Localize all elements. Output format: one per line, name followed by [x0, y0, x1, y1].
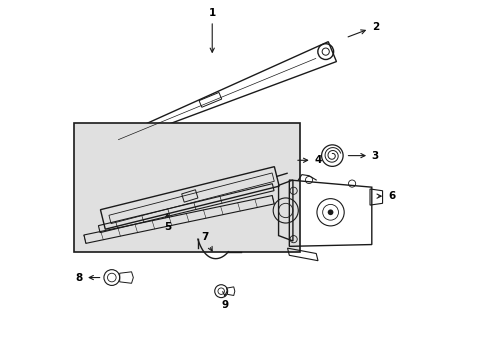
- Text: 2: 2: [347, 22, 378, 37]
- Text: 9: 9: [221, 292, 228, 310]
- FancyBboxPatch shape: [74, 123, 300, 252]
- Text: 7: 7: [201, 232, 212, 251]
- Circle shape: [327, 210, 333, 215]
- Text: 5: 5: [163, 213, 171, 231]
- Text: 6: 6: [376, 191, 394, 201]
- Text: 1: 1: [208, 8, 215, 52]
- Text: 8: 8: [75, 273, 100, 283]
- Circle shape: [118, 137, 122, 141]
- Text: 3: 3: [347, 150, 378, 161]
- Text: 4: 4: [297, 155, 321, 165]
